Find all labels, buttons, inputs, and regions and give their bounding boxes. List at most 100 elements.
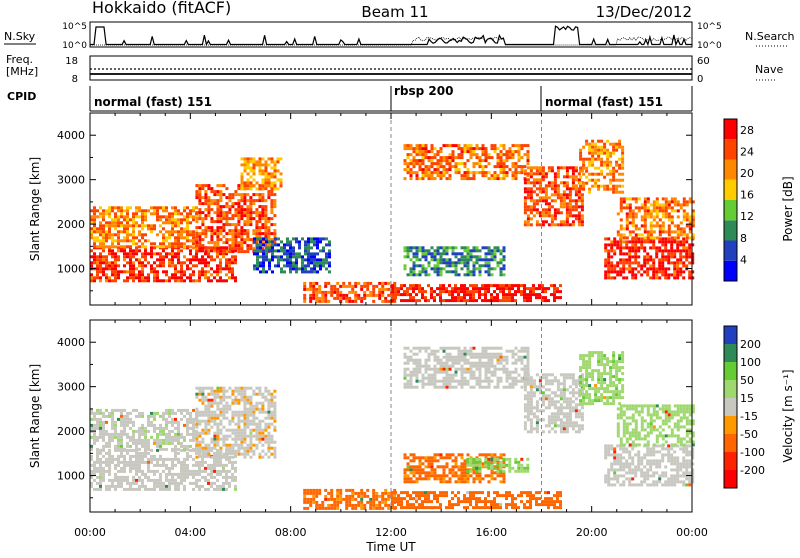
heatmap-cell [195,244,198,247]
heatmap-cell [159,415,162,418]
heatmap-cell [413,162,416,165]
heatmap-cell [330,504,333,507]
heatmap-cell [372,492,375,495]
heatmap-cell [243,199,246,202]
heatmap-cell [183,479,186,482]
heatmap-cell [171,261,174,264]
heatmap-cell [647,212,650,215]
heatmap-cell [216,202,219,205]
heatmap-cell [473,147,476,150]
heatmap-cell [572,208,575,211]
heatmap-cell [234,223,237,226]
heatmap-cell [497,261,500,264]
heatmap-cell [207,261,210,264]
heatmap-cell [419,162,422,165]
heatmap-cell [505,296,508,299]
heatmap-cell [686,236,689,239]
heatmap-cell [222,217,225,220]
heatmap-cell [527,178,530,181]
heatmap-cell [99,461,102,464]
heatmap-cell [529,491,532,494]
heatmap-cell [454,290,457,293]
heatmap-cell [304,246,307,249]
nsearch-tick-low: 10^0 [697,41,722,51]
heatmap-cell [416,171,419,174]
heatmap-cell [270,190,273,193]
heatmap-cell [378,288,381,291]
heatmap-cell [234,411,237,414]
heatmap-cell [108,467,111,470]
heatmap-cell [144,252,147,255]
heatmap-cell [198,464,201,467]
heatmap-cell [114,267,117,270]
heatmap-cell [141,267,144,270]
heatmap-cell [289,243,292,246]
heatmap-cell [219,396,222,399]
heatmap-cell [497,264,500,267]
heatmap-cell [267,414,270,417]
heatmap-cell [243,447,246,450]
heatmap-cell [268,181,271,184]
heatmap-cell [416,264,419,267]
heatmap-cell [96,412,99,415]
heatmap-cell [126,252,129,255]
heatmap-cell [138,488,141,491]
heatmap-cell [354,294,357,297]
heatmap-cell [467,252,470,255]
heatmap-cell [183,445,186,448]
heatmap-cell [503,159,506,162]
heatmap-cell [466,497,469,500]
heatmap-cell [644,224,647,227]
heatmap-cell [228,205,231,208]
heatmap-cell [138,230,141,233]
heatmap-cell [219,193,222,196]
heatmap-cell [153,430,156,433]
heatmap-cell [369,291,372,294]
heatmap-cell [503,153,506,156]
heatmap-cell [216,220,219,223]
heatmap-cell [168,412,171,415]
heatmap-cell [204,196,207,199]
heatmap-cell [273,447,276,450]
heatmap-cell [228,261,231,264]
heatmap-cell [123,245,126,248]
heatmap-cell [283,249,286,252]
heatmap-cell [222,241,225,244]
heatmap-cell [604,264,607,267]
heatmap-cell [126,452,129,455]
heatmap-cell [569,190,572,193]
heatmap-cell [141,215,144,218]
heatmap-cell [249,405,252,408]
heatmap-cell [144,255,147,258]
heatmap-cell [246,211,249,214]
heatmap-cell [150,249,153,252]
heatmap-cell [476,246,479,249]
heatmap-cell [509,156,512,159]
heatmap-cell [108,458,111,461]
heatmap-cell [488,162,491,165]
heatmap-cell [451,497,454,500]
heatmap-cell [123,430,126,433]
heatmap-cell [440,273,443,276]
heatmap-cell [484,290,487,293]
heatmap-cell [369,294,372,297]
heatmap-cell [493,284,496,287]
heatmap-cell [404,159,407,162]
heatmap-cell [213,258,216,261]
heatmap-cell [108,227,111,230]
heatmap-cell [105,421,108,424]
heatmap-cell [566,217,569,220]
heatmap-cell [201,232,204,235]
heatmap-cell [542,187,545,190]
heatmap-cell [428,273,431,276]
heatmap-cell [578,178,581,181]
heatmap-cell [159,442,162,445]
heatmap-cell [207,187,210,190]
heatmap-cell [210,441,213,444]
heatmap-cell [664,246,667,249]
heatmap-cell [416,144,419,147]
heatmap-cell [117,448,120,451]
heatmap-cell [655,249,658,252]
heatmap-cell [626,227,629,230]
heatmap-cell [488,177,491,180]
